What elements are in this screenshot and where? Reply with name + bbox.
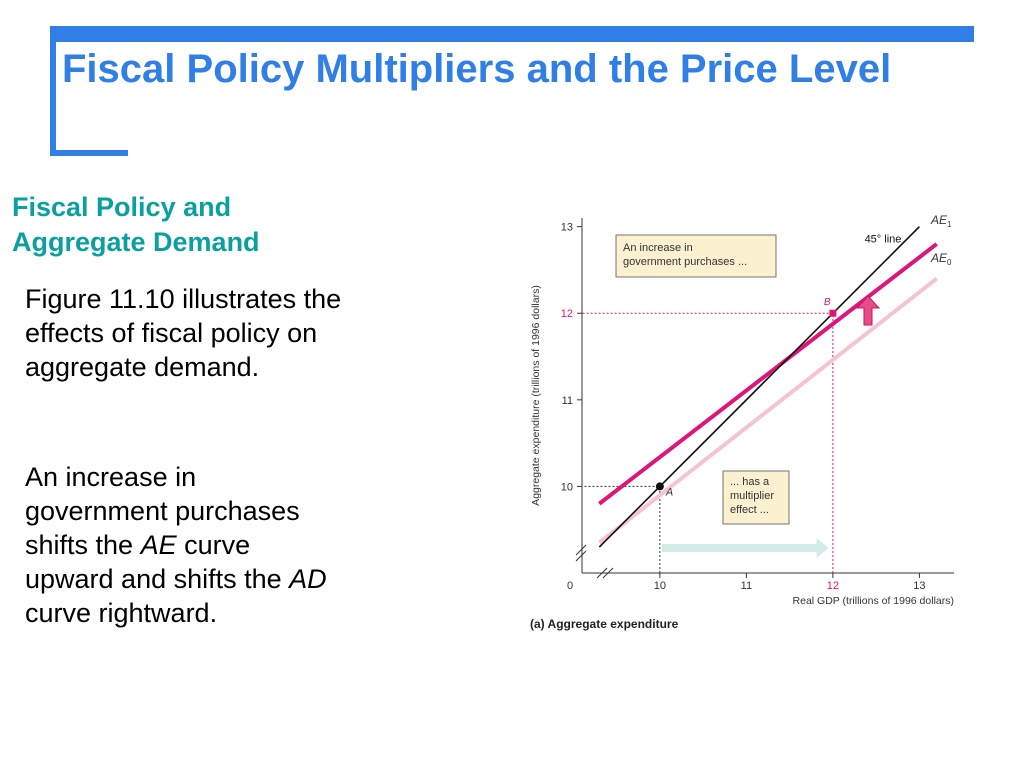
title-frame-bottom-bar [50,150,128,156]
chart-caption: (a) Aggregate expenditure [530,617,679,631]
annotation-box-2-line: ... has a [730,476,770,488]
x-axis-title: Real GDP (trillions of 1996 dollars) [793,595,954,607]
paragraph-2-italic-ad: AD [289,564,327,594]
origin-label: 0 [567,580,573,592]
upward-shift-arrow [855,295,881,326]
x-tick-label: 10 [654,580,666,592]
slide-title: Fiscal Policy Multipliers and the Price … [62,47,892,91]
annotation-box-1-line: An increase in [623,242,693,254]
line-45-degree [598,226,920,548]
paragraph-2-italic-ae: AE [140,530,177,560]
x-tick-label: 13 [913,580,925,592]
point-b [829,309,837,317]
y-tick-label: 11 [562,395,573,407]
body-paragraph-2: An increase in government purchases shif… [25,460,345,630]
paragraph-2-text-3: curve rightward. [25,598,218,628]
body-paragraph-1: Figure 11.10 illustrates the effects of … [25,284,342,382]
y-tick-label: 12 [561,308,573,320]
x-axis-break-mark [596,567,608,579]
series-label-ae0: AE0 [930,251,952,267]
point-a [655,482,664,491]
paragraph-2-text-1: An increase in government purchases shif… [25,462,300,560]
rightward-multiplier-arrow [661,538,829,558]
guide-line-point-a [582,485,661,573]
point-b-label: B [824,297,831,308]
x-axis-break-mark [602,567,614,579]
title-frame-top-bar [50,26,974,42]
series-label-45-degree: 45° line [865,234,902,246]
y-tick-label: 13 [561,222,573,234]
series-label-ae1: AE1 [930,213,952,229]
annotation-box-2-line: multiplier [730,490,774,502]
aggregate-expenditure-chart: 10 11 12 13 10 11 12 13 0 Real GDP (trillions of … [530,213,954,631]
annotation-box-government-purchases [615,234,777,278]
annotation-box-1-line: government purchases ... [623,256,747,268]
x-tick-label: 11 [741,580,752,592]
paragraph-2-text-2: curve upward and shifts the [25,530,290,594]
section-subheading: Fiscal Policy and Aggregate Demand [12,192,260,257]
title-frame-left-bar [50,26,56,156]
line-ae1 [598,242,938,506]
y-axis-title: Aggregate expenditure (trillions of 1996… [530,285,542,506]
annotation-box-2-line: effect ... [730,504,769,516]
y-axis-break-mark [575,544,587,556]
y-tick-label: 10 [561,481,573,493]
annotation-box-multiplier-effect [722,470,790,525]
x-tick-label: 12 [827,580,839,592]
y-axis-break-mark [575,550,587,562]
line-ae0 [598,277,938,545]
point-a-label: A [665,486,673,498]
